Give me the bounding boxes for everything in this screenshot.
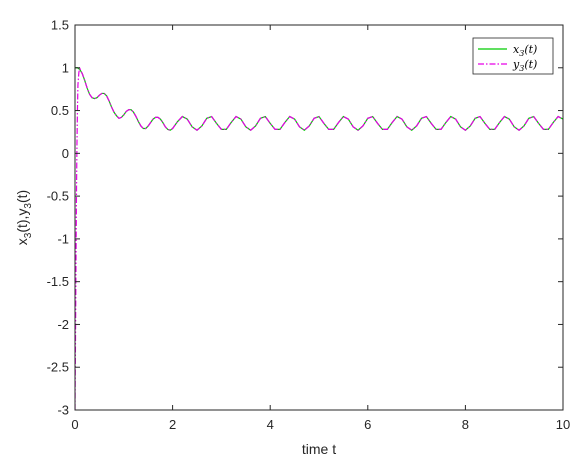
y-label-part: (t),y (14, 209, 30, 233)
y-label-part: (t) (14, 190, 30, 203)
axes: 0 2 4 6 8 10 -3 -2.5 -2 -1.5 -1 -0.5 0 0.5 1 1.5 (47, 18, 571, 433)
y-tick-label: -0.5 (47, 189, 69, 204)
x-tick-label: 2 (169, 417, 176, 432)
series-layer (75, 66, 563, 410)
y-tick-label: 1.5 (51, 18, 69, 33)
y-tick-label: -1 (57, 231, 69, 246)
y-tick-label: -3 (57, 403, 69, 418)
x-tick-label: 8 (462, 417, 469, 432)
x-axis-label: time t (302, 441, 336, 457)
legend-label-y3: y3(t) (512, 58, 537, 73)
y-tick-label: -2.5 (47, 360, 69, 375)
legend: x3(t)y3(t) (472, 37, 554, 75)
x-tick-label: 4 (267, 417, 274, 432)
y-label-subscript: 3 (23, 203, 34, 209)
y-tick-label: 1 (62, 60, 69, 75)
x-tick-label: 0 (71, 417, 78, 432)
x-tick-label: 10 (556, 417, 570, 432)
series-line-y3 (75, 66, 563, 410)
legend-label-x3: x3(t) (513, 43, 537, 58)
legend-box (472, 37, 554, 75)
x-tick-label: 6 (364, 417, 371, 432)
y-tick-label: -1.5 (47, 274, 69, 289)
y-label-part: x (14, 238, 30, 245)
y-label-subscript: 3 (23, 232, 34, 238)
y-tick-label: -2 (57, 317, 69, 332)
plot-frame (74, 24, 564, 411)
y-tick-label: 0 (62, 146, 69, 161)
y-axis-label: x3(t),y3(t) (14, 190, 34, 245)
y-tick-label: 0.5 (51, 103, 69, 118)
